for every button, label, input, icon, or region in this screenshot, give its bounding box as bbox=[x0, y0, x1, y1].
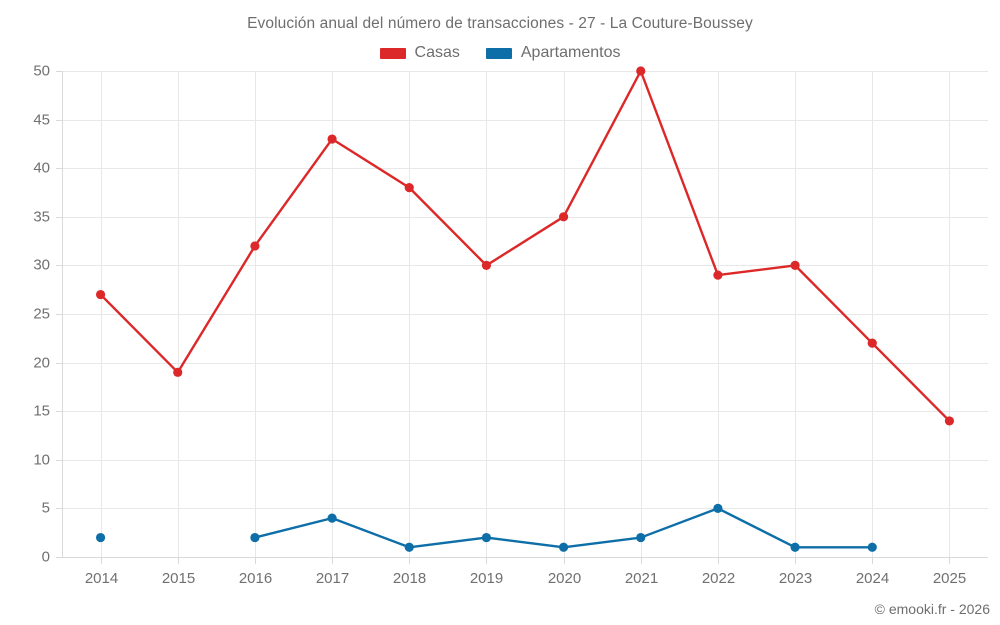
data-point-casas-2021[interactable] bbox=[636, 66, 646, 76]
x-tick-label: 2018 bbox=[393, 570, 426, 587]
legend-item-label: Apartamentos bbox=[520, 44, 621, 61]
y-tick-label: 10 bbox=[33, 451, 50, 468]
legend-swatch-icon bbox=[379, 47, 406, 59]
data-point-casas-2025[interactable] bbox=[944, 416, 955, 426]
legend-item-apartamentos[interactable]: Apartamentos bbox=[485, 44, 621, 62]
y-tick-label: 0 bbox=[42, 548, 50, 565]
footer-credit: © emooki.fr - 2026 bbox=[874, 601, 990, 617]
data-point-casas-2015[interactable] bbox=[173, 367, 183, 377]
x-tick-label: 2020 bbox=[548, 570, 581, 587]
y-tick-label: 45 bbox=[33, 111, 50, 128]
x-tick-label: 2015 bbox=[162, 570, 195, 587]
y-tick-label: 20 bbox=[33, 354, 50, 371]
data-point-apartamentos-2019[interactable] bbox=[481, 532, 492, 543]
data-point-casas-2024[interactable] bbox=[867, 338, 877, 348]
data-point-casas-2014[interactable] bbox=[95, 289, 106, 300]
y-tick-label: 30 bbox=[33, 256, 50, 273]
legend-item-casas[interactable]: Casas bbox=[379, 44, 460, 62]
data-point-casas-2016[interactable] bbox=[250, 241, 260, 251]
y-tick-label: 40 bbox=[33, 159, 50, 176]
data-point-apartamentos-2017[interactable] bbox=[327, 513, 337, 523]
y-tick-label: 25 bbox=[33, 305, 50, 322]
x-tick-label: 2016 bbox=[239, 570, 272, 587]
x-tick-label: 2017 bbox=[316, 570, 349, 587]
x-tick-label: 2014 bbox=[85, 570, 118, 587]
x-tick-label: 2022 bbox=[702, 570, 735, 587]
chart-legend: Casas Apartamentos bbox=[0, 44, 1000, 62]
data-point-casas-2019[interactable] bbox=[481, 260, 492, 270]
x-tick-label: 2024 bbox=[856, 570, 889, 587]
y-tick-label: 5 bbox=[42, 499, 50, 516]
series-line-apartamentos bbox=[253, 507, 874, 549]
y-tick-label: 15 bbox=[33, 402, 50, 419]
x-tick-label: 2025 bbox=[933, 570, 966, 587]
data-point-apartamentos-2021[interactable] bbox=[636, 532, 646, 543]
x-tick-label: 2021 bbox=[625, 570, 658, 587]
y-tick-label: 50 bbox=[33, 62, 50, 79]
series-line-casas bbox=[99, 69, 951, 423]
x-tick-label: 2019 bbox=[470, 570, 503, 587]
data-point-casas-2023[interactable] bbox=[790, 260, 800, 270]
legend-item-label: Casas bbox=[414, 44, 460, 61]
chart-title: Evolución anual del número de transaccio… bbox=[247, 15, 753, 32]
y-tick-label: 35 bbox=[33, 208, 50, 225]
data-point-apartamentos-2014[interactable] bbox=[95, 532, 106, 543]
data-point-apartamentos-2024[interactable] bbox=[867, 542, 877, 552]
x-tick-label: 2023 bbox=[779, 570, 812, 587]
data-point-casas-2020[interactable] bbox=[558, 212, 569, 222]
data-point-casas-2018[interactable] bbox=[404, 183, 414, 193]
data-point-apartamentos-2023[interactable] bbox=[790, 542, 800, 552]
data-point-apartamentos-2018[interactable] bbox=[404, 542, 414, 552]
data-point-apartamentos-2022[interactable] bbox=[713, 503, 723, 513]
legend-swatch-icon bbox=[485, 47, 512, 59]
data-point-casas-2017[interactable] bbox=[327, 134, 337, 144]
data-point-apartamentos-2020[interactable] bbox=[558, 542, 569, 552]
data-point-casas-2022[interactable] bbox=[713, 270, 723, 280]
data-point-apartamentos-2016[interactable] bbox=[250, 532, 260, 543]
